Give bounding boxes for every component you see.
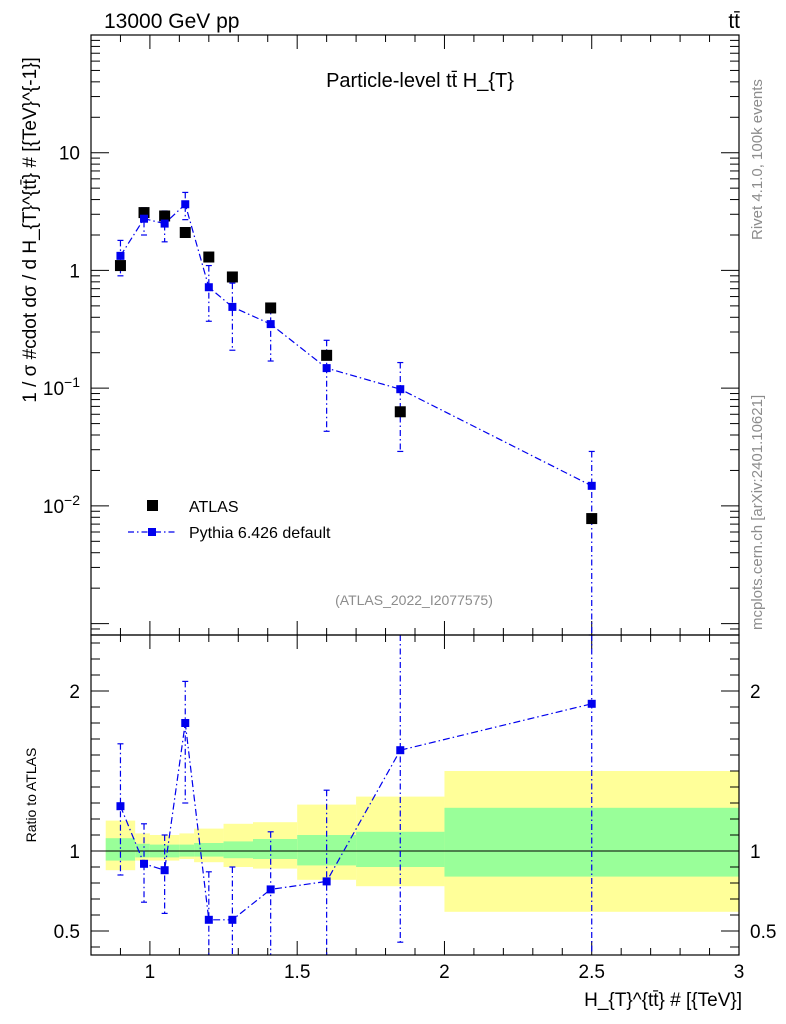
ratio-point — [181, 719, 190, 727]
main-y-axis-label: 1 / σ #cdot dσ / d H_{T}^{tt̄} # [{TeV}^… — [20, 57, 41, 403]
ratio-point — [322, 877, 331, 886]
inner-band-6 — [253, 839, 298, 859]
main-y-tick-label: 10 — [59, 144, 80, 165]
ratio-point — [140, 859, 149, 868]
pythia-point — [204, 283, 213, 292]
atlas-point — [586, 513, 598, 525]
x-tick-label: 1.5 — [284, 962, 310, 983]
ratio-panel-frame — [90, 634, 740, 956]
pythia-point — [181, 200, 190, 209]
x-tick-label: 2 — [439, 962, 450, 983]
legend-atlas-marker — [147, 500, 158, 511]
inner-band-8 — [356, 831, 445, 867]
ratio-point — [587, 699, 596, 708]
pythia-point — [160, 219, 169, 228]
main-plot-marks — [114, 191, 598, 636]
ratio-y-tick-label-right: 2 — [750, 682, 761, 703]
legend-atlas-label: ATLAS — [189, 499, 239, 516]
ratio-point — [116, 802, 125, 811]
atlas-point — [394, 406, 406, 418]
pythia-point — [228, 302, 237, 311]
pythia-point — [266, 320, 275, 329]
analysis-label: (ATLAS_2022_I2077575) — [335, 592, 493, 608]
atlas-point — [226, 271, 238, 283]
main-y-tick-label: 10−2 — [43, 492, 80, 518]
atlas-point — [138, 207, 150, 219]
pythia-point — [322, 364, 331, 373]
ratio-y-tick-label-left: 2 — [69, 682, 80, 703]
ratio-y-tick-label-left: 0.5 — [54, 922, 80, 943]
inner-band-0 — [105, 838, 136, 861]
atlas-point — [159, 210, 171, 222]
atlas-point — [203, 251, 215, 263]
x-tick-label: 2.5 — [579, 962, 605, 983]
ratio-plot-marks — [116, 635, 596, 955]
ratio-point — [160, 866, 169, 875]
legend-pythia-label: Pythia 6.426 default — [189, 525, 331, 542]
pythia-point — [587, 481, 596, 490]
ratio-line — [119, 703, 592, 921]
main-y-tick-label: 1 — [69, 261, 80, 282]
energy-label: 13000 GeV pp — [104, 10, 239, 33]
main-y-tick-label: 10−1 — [43, 374, 80, 400]
ratio-y-tick-label-left: 1 — [69, 842, 80, 863]
legend: ATLAS Pythia 6.426 default — [128, 499, 331, 542]
ratio-uncertainty-bands — [91, 771, 739, 912]
axis-ticks — [90, 34, 740, 955]
panel-frames — [90, 34, 740, 956]
pythia-line — [119, 203, 592, 487]
ratio-y-tick-label-right: 1 — [750, 842, 761, 863]
atlas-point — [321, 349, 333, 361]
main-panel-frame — [90, 34, 740, 636]
x-axis-label: H_{T}^{tt̄} # [{TeV}] — [584, 990, 742, 1011]
process-label: tt̄ — [728, 10, 740, 33]
pythia-point — [140, 214, 149, 223]
legend-pythia-marker — [148, 528, 156, 536]
inner-band-4 — [194, 843, 224, 857]
atlas-point — [114, 260, 126, 272]
pythia-point — [116, 251, 125, 260]
pythia-point — [396, 385, 405, 394]
inner-band-5 — [223, 841, 253, 859]
ratio-point — [396, 746, 405, 755]
atlas-point — [265, 302, 277, 314]
ratio-y-axis-label: Ratio to ATLAS — [23, 748, 39, 843]
main-title: Particle-level tt̄ H_{T} — [326, 70, 514, 92]
x-tick-label: 3 — [734, 962, 745, 983]
source-label: mcplots.cern.ch [arXiv:2401.10621] — [749, 395, 766, 630]
ratio-point — [204, 915, 213, 924]
x-tick-label: 1 — [145, 962, 156, 983]
atlas-point — [179, 227, 191, 239]
ratio-point — [266, 885, 275, 894]
tick-labels: 1 1.5 2 2.5 3 10−2 10−1 1 10 0.5 0.5 1 1 2 2 — [43, 144, 777, 983]
ratio-y-tick-label-right: 0.5 — [750, 922, 776, 943]
rivet-label: Rivet 4.1.0, 100k events — [749, 79, 766, 240]
ratio-point — [228, 915, 237, 924]
